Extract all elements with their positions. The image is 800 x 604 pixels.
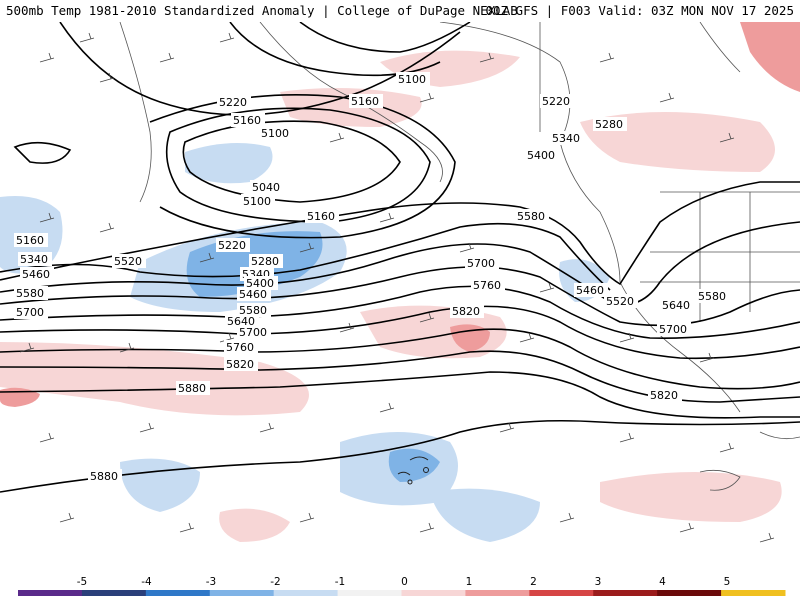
contour-label: 5160 xyxy=(16,234,44,247)
contour-label: 5580 xyxy=(517,210,545,223)
contour-label: 5340 xyxy=(20,253,48,266)
map-title: 500mb Temp 1981-2010 Standardized Anomal… xyxy=(6,3,518,18)
colorbar-tick-label: 3 xyxy=(595,576,602,588)
map-svg: 5100 5160 5220 5160 5100 5220 5280 5340 … xyxy=(0,22,800,543)
contour-label: 5460 xyxy=(22,268,50,281)
contour-label: 5820 xyxy=(650,389,678,402)
colorbar-tick-label: 1 xyxy=(466,576,473,588)
contour-label: 5220 xyxy=(542,95,570,108)
colorbar-swatch xyxy=(145,590,211,596)
contour-label: 5100 xyxy=(243,195,271,208)
contour-label: 5580 xyxy=(698,290,726,303)
contour-label: 5460 xyxy=(576,284,604,297)
contour-label: 5640 xyxy=(227,315,255,328)
contour-label: 5280 xyxy=(251,255,279,268)
colorbar-swatch xyxy=(465,590,530,596)
colorbar-swatch xyxy=(209,590,275,596)
contour-label: 5100 xyxy=(261,127,289,140)
contour-label: 5220 xyxy=(218,239,246,252)
colorbar-ticks: -5 -4 -3 -2 -1 0 1 2 3 4 5 xyxy=(77,576,731,588)
colorbar-swatch xyxy=(593,590,658,596)
colorbar-tick-label: 0 xyxy=(401,576,408,588)
contour-label: 5400 xyxy=(246,277,274,290)
colorbar-svg: -5 -4 -3 -2 -1 0 1 2 3 4 5 xyxy=(18,576,786,596)
map-canvas[interactable]: 5100 5160 5220 5160 5100 5220 5280 5340 … xyxy=(0,22,800,575)
contour-label: 5220 xyxy=(219,96,247,109)
title-bar: 500mb Temp 1981-2010 Standardized Anomal… xyxy=(0,0,800,22)
contour-label: 5760 xyxy=(226,341,254,354)
contour-label: 5160 xyxy=(233,114,261,127)
contour-label: 5820 xyxy=(452,305,480,318)
colorbar-swatch xyxy=(721,590,786,596)
colorbar-swatch xyxy=(657,590,722,596)
contour-label: 5520 xyxy=(114,255,142,268)
contour-label: 5820 xyxy=(226,358,254,371)
contour-label: 5640 xyxy=(662,299,690,312)
contour-label: 5580 xyxy=(16,287,44,300)
colorbar-tick-label: -2 xyxy=(270,576,280,588)
contour-label: 5040 xyxy=(252,181,280,194)
colorbar-swatch xyxy=(81,590,147,596)
colorbar-swatch xyxy=(273,590,339,596)
contour-label: 5520 xyxy=(606,295,634,308)
colorbar-swatch xyxy=(18,590,83,596)
hawaii-islands xyxy=(397,456,429,485)
contour-label: 5280 xyxy=(595,118,623,131)
colorbar-tick-label: -5 xyxy=(77,576,87,588)
contour-label: 5700 xyxy=(239,326,267,339)
wind-barbs xyxy=(19,32,775,543)
contour-label: 5160 xyxy=(307,210,335,223)
colorbar-tick-label: -1 xyxy=(335,576,345,588)
colorbar-swatch xyxy=(337,590,402,596)
contour-label: 5400 xyxy=(527,149,555,162)
contour-label: 5460 xyxy=(239,288,267,301)
colorbar-swatch xyxy=(401,590,466,596)
colorbar-tick-label: 5 xyxy=(724,576,731,588)
contour-label: 5340 xyxy=(552,132,580,145)
contour-label: 5700 xyxy=(659,323,687,336)
contour-label: 5160 xyxy=(351,95,379,108)
colorbar-tick-label: -4 xyxy=(141,576,152,588)
colorbar-tick-label: 2 xyxy=(530,576,537,588)
contour-label: 5580 xyxy=(239,304,267,317)
contour-label: 5880 xyxy=(90,470,118,483)
anomaly-colorbar: -5 -4 -3 -2 -1 0 1 2 3 4 5 xyxy=(0,575,800,600)
contour-label: 5760 xyxy=(473,279,501,292)
colorbar-tick-label: -3 xyxy=(206,576,216,588)
contour-label: 5100 xyxy=(398,73,426,86)
colorbar-swatches xyxy=(18,590,786,596)
contour-label: 5700 xyxy=(467,257,495,270)
contour-label: 5700 xyxy=(16,306,44,319)
model-run-info: 00Z GFS | F003 Valid: 03Z MON NOV 17 202… xyxy=(485,3,794,18)
contour-labels: 5100 5160 5220 5160 5100 5220 5280 5340 … xyxy=(14,72,730,483)
colorbar-tick-label: 4 xyxy=(659,576,666,588)
colorbar-swatch xyxy=(529,590,594,596)
contour-label: 5880 xyxy=(178,382,206,395)
